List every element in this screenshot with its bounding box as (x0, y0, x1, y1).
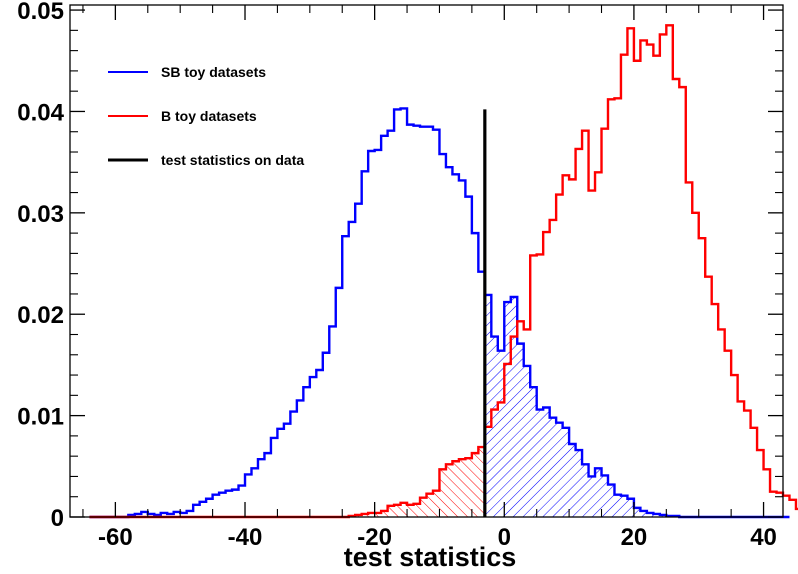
x-tick-label: 0 (498, 524, 511, 551)
legend-data-label: test statistics on data (161, 152, 304, 168)
y-tick-label: 0.04 (17, 99, 64, 126)
x-tick-label: -20 (357, 524, 392, 551)
sb-hatched-area (484, 294, 790, 517)
legend-sb-label: SB toy datasets (161, 64, 266, 80)
y-tick-label: 0 (51, 505, 64, 532)
b-hatched-area (89, 447, 485, 517)
legend-b-label: B toy datasets (161, 108, 257, 124)
x-tick-label: -60 (98, 524, 133, 551)
axes: -60 -40 -20 0 20 40 0 0.01 0.02 0.03 0.04 0.05 (17, 0, 783, 551)
sb-histogram-line (89, 107, 790, 519)
y-tick-label: 0.05 (17, 0, 64, 25)
sb-histogram (89, 107, 790, 519)
legend: SB toy datasets B toy datasets test stat… (108, 64, 304, 168)
hatched-tail-areas (89, 294, 790, 517)
x-tick-label: -40 (228, 524, 263, 551)
x-tick-label: 40 (750, 524, 777, 551)
y-tick-label: 0.02 (17, 302, 64, 329)
b-histogram-line (89, 24, 798, 519)
histogram-series (89, 24, 798, 519)
y-tick-label: 0.01 (17, 404, 64, 431)
b-histogram (89, 24, 798, 519)
y-tick-label: 0.03 (17, 201, 64, 228)
x-tick-label: 20 (621, 524, 648, 551)
x-axis-title: test statistics (344, 542, 517, 572)
plot-frame (69, 4, 784, 518)
